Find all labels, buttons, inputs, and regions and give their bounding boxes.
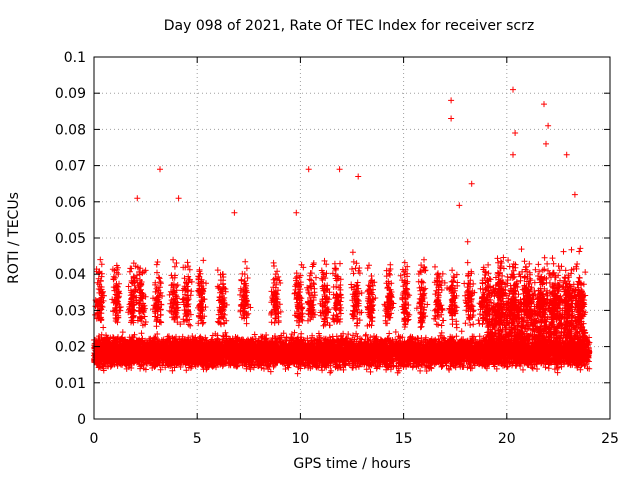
y-tick-label: 0.05 xyxy=(55,231,86,247)
roti-markers xyxy=(91,86,593,377)
y-tick-label: 0.01 xyxy=(55,376,86,392)
y-tick-label: 0.08 xyxy=(55,122,86,138)
y-tick-label: 0.06 xyxy=(55,195,86,211)
y-tick-label: 0.09 xyxy=(55,86,86,102)
y-tick-label: 0.1 xyxy=(64,50,86,66)
y-tick-label: 0.03 xyxy=(55,303,86,319)
y-tick-label: 0.04 xyxy=(55,267,86,283)
x-tick-label: 25 xyxy=(601,431,619,447)
y-tick-label: 0 xyxy=(77,412,86,428)
chart-title: Day 098 of 2021, Rate Of TEC Index for r… xyxy=(163,18,535,34)
x-tick-label: 10 xyxy=(291,431,309,447)
data-points xyxy=(91,86,593,377)
y-tick-label: 0.02 xyxy=(55,340,86,356)
x-tick-label: 0 xyxy=(90,431,99,447)
x-tick-label: 20 xyxy=(498,431,516,447)
x-tick-label: 15 xyxy=(395,431,413,447)
x-axis-label: GPS time / hours xyxy=(293,456,411,472)
y-tick-label: 0.07 xyxy=(55,159,86,175)
axis-ticks: 0 0.01 0.02 0.03 0.04 0.05 0.06 0.07 0.08 0.09 0.1… xyxy=(55,50,619,447)
grid-lines xyxy=(94,57,610,419)
x-tick-label: 5 xyxy=(193,431,202,447)
